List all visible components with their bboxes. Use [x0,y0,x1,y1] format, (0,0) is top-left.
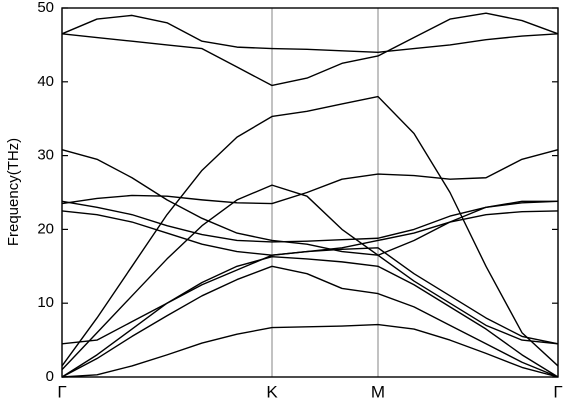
band-line [61,200,559,243]
band-line [61,256,559,378]
y-tick-label: 30 [37,147,54,164]
band-line [61,323,559,378]
x-tick-label: M [371,382,385,401]
x-tick-label: Γ [57,382,66,401]
y-tick-label: 40 [37,73,54,90]
band-line [61,95,559,367]
x-tick-label: Γ [553,382,562,401]
band-line [61,265,559,378]
y-axis-label: Frequency(THz) [5,138,22,246]
band-line [61,149,558,256]
band-line [61,12,559,87]
plot-frame [61,7,559,378]
band-line [61,14,559,53]
band-line [61,184,559,371]
y-tick-label: 0 [46,368,54,385]
y-tick-label: 10 [37,294,54,311]
x-tick-label: K [266,382,278,401]
y-tick-label: 50 [37,0,54,16]
band-line [61,149,559,205]
band-line [61,210,559,256]
y-tick-label: 20 [37,220,54,237]
